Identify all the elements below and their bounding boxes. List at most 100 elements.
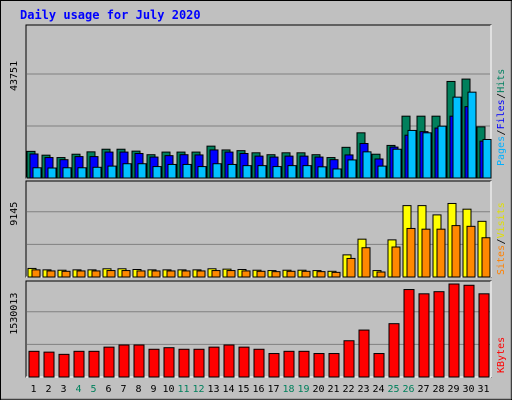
panel-middle: 9145 Sites/Visits bbox=[9, 180, 507, 278]
side-label-separator: / bbox=[496, 238, 507, 244]
bar-pages-day-2 bbox=[47, 167, 57, 179]
bar-pages-day-21 bbox=[332, 168, 342, 179]
x-tick-label: 5 bbox=[90, 384, 96, 395]
x-tick-label: 22 bbox=[342, 384, 354, 395]
bar-sites-day-18 bbox=[286, 270, 296, 278]
bar-kbytes-day-10 bbox=[163, 347, 175, 378]
bar-kbytes-day-1 bbox=[28, 350, 40, 378]
bar-kbytes-day-14 bbox=[223, 344, 235, 378]
bar-kbytes-day-21 bbox=[328, 353, 340, 378]
bar-kbytes-day-18 bbox=[283, 350, 295, 378]
bar-pages-day-16 bbox=[257, 165, 267, 179]
bar-pages-day-1 bbox=[32, 167, 42, 179]
bar-pages-day-28 bbox=[437, 125, 447, 179]
x-tick-label: 28 bbox=[432, 384, 444, 395]
bar-pages-day-7 bbox=[122, 163, 132, 179]
bar-pages-day-9 bbox=[152, 166, 162, 179]
side-label-separator: / bbox=[496, 93, 507, 99]
x-tick-label: 11 bbox=[177, 384, 189, 395]
x-tick-label: 9 bbox=[150, 384, 156, 395]
bar-kbytes-day-13 bbox=[208, 346, 220, 378]
bar-sites-day-4 bbox=[76, 270, 86, 278]
bar-kbytes-day-15 bbox=[238, 346, 250, 378]
x-tick-label: 20 bbox=[312, 384, 324, 395]
x-tick-label: 31 bbox=[477, 384, 489, 395]
x-tick-label: 23 bbox=[357, 384, 369, 395]
bar-kbytes-day-3 bbox=[58, 353, 70, 378]
bar-kbytes-day-24 bbox=[373, 353, 385, 378]
bar-pages-day-19 bbox=[302, 165, 312, 179]
bar-sites-day-12 bbox=[196, 270, 206, 278]
bar-sites-day-8 bbox=[136, 270, 146, 278]
bar-pages-day-31 bbox=[482, 138, 492, 179]
bar-pages-day-17 bbox=[272, 166, 282, 179]
bar-pages-day-18 bbox=[287, 165, 297, 179]
bar-kbytes-day-30 bbox=[463, 284, 475, 378]
bar-kbytes-day-7 bbox=[118, 344, 130, 378]
panel-bottom: 1530013 KBytes bbox=[9, 280, 507, 378]
x-tick-label: 10 bbox=[162, 384, 174, 395]
side-label-files: Files bbox=[496, 99, 507, 129]
bar-kbytes-day-27 bbox=[418, 293, 430, 378]
x-tick-label: 3 bbox=[60, 384, 66, 395]
bar-kbytes-day-29 bbox=[448, 283, 460, 378]
side-label-hits: Hits bbox=[496, 69, 507, 93]
bar-pages-day-23 bbox=[362, 151, 372, 179]
bar-sites-day-6 bbox=[106, 270, 116, 278]
bar-sites-day-14 bbox=[226, 270, 236, 278]
bar-sites-day-16 bbox=[256, 270, 266, 278]
bar-kbytes-day-26 bbox=[403, 289, 415, 378]
bar-kbytes-day-2 bbox=[43, 351, 55, 378]
x-tick-label: 29 bbox=[447, 384, 459, 395]
x-tick-label: 14 bbox=[222, 384, 234, 395]
bar-sites-day-11 bbox=[181, 270, 191, 278]
bar-pages-day-15 bbox=[242, 165, 252, 179]
bar-sites-day-28 bbox=[436, 228, 446, 278]
bar-sites-day-29 bbox=[451, 225, 461, 278]
bar-sites-day-21 bbox=[331, 271, 341, 278]
bar-pages-day-25 bbox=[392, 148, 402, 179]
bar-sites-day-25 bbox=[391, 246, 401, 278]
bar-pages-day-11 bbox=[182, 163, 192, 179]
bar-pages-day-6 bbox=[107, 165, 117, 179]
bar-pages-day-20 bbox=[317, 166, 327, 179]
side-legend-bottom: KBytes bbox=[496, 337, 507, 373]
bar-sites-day-1 bbox=[31, 269, 41, 278]
bar-sites-day-17 bbox=[271, 271, 281, 278]
bar-kbytes-day-12 bbox=[193, 348, 205, 378]
bar-kbytes-day-11 bbox=[178, 348, 190, 378]
chart-title: Daily usage for July 2020 bbox=[20, 8, 201, 22]
bar-pages-day-22 bbox=[347, 159, 357, 179]
bar-pages-day-27 bbox=[422, 132, 432, 179]
x-tick-label: 25 bbox=[387, 384, 399, 395]
bar-pages-day-8 bbox=[137, 163, 147, 179]
bar-kbytes-day-28 bbox=[433, 291, 445, 378]
bar-sites-day-13 bbox=[211, 270, 221, 278]
bar-pages-day-14 bbox=[227, 163, 237, 179]
bar-kbytes-day-5 bbox=[88, 350, 100, 378]
side-label-kbytes: KBytes bbox=[496, 337, 507, 373]
bar-kbytes-day-20 bbox=[313, 353, 325, 378]
x-tick-label: 8 bbox=[135, 384, 141, 395]
bar-kbytes-day-19 bbox=[298, 350, 310, 378]
x-tick-label: 7 bbox=[120, 384, 126, 395]
bar-pages-day-10 bbox=[167, 163, 177, 179]
side-legend-middle: Sites/Visits bbox=[496, 202, 507, 275]
bar-sites-day-26 bbox=[406, 227, 416, 278]
bar-pages-day-3 bbox=[62, 167, 72, 179]
x-tick-label: 27 bbox=[417, 384, 429, 395]
bar-kbytes-day-6 bbox=[103, 346, 115, 378]
bar-pages-day-24 bbox=[377, 165, 387, 179]
bar-sites-day-3 bbox=[61, 270, 71, 278]
side-legend-top: Pages/Files/Hits bbox=[496, 69, 507, 166]
bar-pages-day-13 bbox=[212, 163, 222, 179]
bar-sites-day-27 bbox=[421, 228, 431, 278]
bar-sites-day-23 bbox=[361, 247, 371, 278]
bar-kbytes-day-17 bbox=[268, 353, 280, 378]
bar-kbytes-day-31 bbox=[478, 293, 490, 378]
bar-sites-day-30 bbox=[466, 225, 476, 278]
bar-pages-day-29 bbox=[452, 96, 462, 179]
x-tick-label: 4 bbox=[75, 384, 81, 395]
bar-sites-day-24 bbox=[376, 271, 386, 278]
x-tick-label: 13 bbox=[207, 384, 219, 395]
